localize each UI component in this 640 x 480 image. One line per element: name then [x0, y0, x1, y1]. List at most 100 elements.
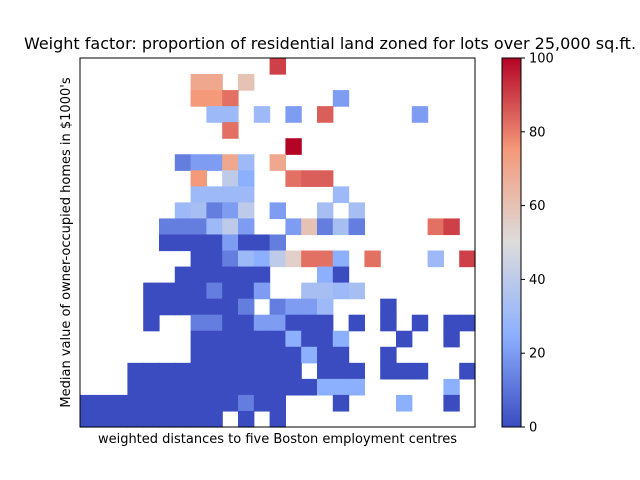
- colorbar-tick-label: 100: [529, 52, 554, 67]
- heatmap-cell: [80, 394, 97, 412]
- heatmap-cell: [285, 362, 302, 380]
- heatmap-cell: [222, 394, 239, 412]
- heatmap-cell: [80, 410, 97, 428]
- heatmap-cell: [332, 266, 350, 284]
- colorbar-tick-label: 60: [529, 199, 546, 214]
- heatmap-cell: [174, 218, 192, 236]
- heatmap-cell: [269, 362, 286, 380]
- heatmap-cell: [206, 298, 223, 316]
- heatmap-cell: [222, 266, 239, 284]
- heatmap-cell: [301, 170, 318, 187]
- heatmap-cell: [174, 378, 192, 396]
- heatmap-cell: [111, 410, 128, 428]
- heatmap-cell: [269, 58, 286, 75]
- heatmap-cell: [206, 378, 223, 396]
- heatmap-cell: [190, 250, 207, 268]
- heatmap-cell: [222, 378, 239, 396]
- heatmap-cell: [285, 218, 302, 236]
- heatmap-cell: [380, 314, 397, 332]
- heatmap-cell: [238, 282, 255, 300]
- heatmap-cell: [238, 362, 255, 380]
- heatmap-cell: [190, 186, 207, 203]
- heatmap-cell: [238, 298, 255, 316]
- heatmap-cell: [159, 282, 176, 300]
- heatmap-cell: [222, 298, 239, 316]
- heatmap-cell: [332, 378, 350, 396]
- heatmap-cell: [143, 410, 160, 428]
- heatmap-cell: [206, 90, 223, 107]
- heatmap-cell: [301, 314, 318, 332]
- heatmap-cell: [159, 410, 176, 428]
- heatmap-cell: [301, 218, 318, 236]
- heatmap-cell: [301, 250, 318, 268]
- heatmap-cell: [238, 170, 255, 187]
- heatmap-cell: [332, 250, 350, 268]
- heatmap-cell: [238, 394, 255, 412]
- heatmap-cell: [269, 378, 286, 396]
- heatmap-cell: [238, 74, 255, 91]
- heatmap-cell: [222, 90, 239, 107]
- heatmap-cell: [190, 346, 207, 364]
- heatmap-cell: [190, 266, 207, 284]
- heatmap-cell: [253, 394, 271, 412]
- heatmap-cell: [348, 314, 365, 332]
- heatmap-cell: [143, 282, 160, 300]
- heatmap-cell: [317, 314, 334, 332]
- heatmap-cell: [143, 394, 160, 412]
- heatmap-cell: [301, 346, 318, 364]
- heatmap-cell: [443, 378, 460, 396]
- heatmap-cell: [253, 266, 271, 284]
- heatmap-cell: [190, 90, 207, 107]
- heatmap-cell: [380, 346, 397, 364]
- heatmap-cell: [301, 298, 318, 316]
- heatmap-cell: [269, 234, 286, 252]
- heatmap-cell: [285, 314, 302, 332]
- heatmap-cell: [411, 362, 429, 380]
- heatmap-cell: [190, 362, 207, 380]
- heatmap-cell: [238, 266, 255, 284]
- heatmap-cells: [80, 58, 476, 428]
- heatmap-cell: [95, 394, 113, 412]
- heatmap-cell: [332, 218, 350, 236]
- heatmap-cell: [238, 250, 255, 268]
- heatmap-cell: [206, 330, 223, 348]
- heatmap-cell: [459, 362, 476, 380]
- heatmap-cell: [380, 298, 397, 316]
- heatmap-cell: [317, 362, 334, 380]
- heatmap-cell: [380, 362, 397, 380]
- heatmap-cell: [222, 250, 239, 268]
- heatmap-cell: [190, 218, 207, 236]
- heatmap-cell: [285, 138, 302, 155]
- heatmap-cell: [364, 250, 381, 268]
- heatmap-cell: [301, 378, 318, 396]
- heatmap-cell: [317, 282, 334, 300]
- heatmap-cell: [427, 250, 444, 268]
- heatmap-cell: [253, 362, 271, 380]
- heatmap-cell: [206, 266, 223, 284]
- heatmap-cell: [190, 394, 207, 412]
- heatmap-cell: [206, 282, 223, 300]
- heatmap-cell: [396, 330, 413, 348]
- heatmap-cell: [269, 154, 286, 171]
- heatmap-cell: [253, 106, 271, 123]
- heatmap-cell: [174, 362, 192, 380]
- heatmap-cell: [317, 298, 334, 316]
- heatmap-cell: [317, 250, 334, 268]
- heatmap-cell: [332, 282, 350, 300]
- heatmap-cell: [174, 266, 192, 284]
- heatmap-cell: [253, 378, 271, 396]
- heatmap-cell: [269, 250, 286, 268]
- heatmap-cell: [285, 298, 302, 316]
- heatmap-cell: [348, 218, 365, 236]
- heatmap-cell: [222, 234, 239, 252]
- heatmap-cell: [285, 330, 302, 348]
- heatmap-cell: [159, 362, 176, 380]
- x-axis-label: weighted distances to five Boston employ…: [98, 432, 457, 447]
- heatmap-cell: [459, 314, 476, 332]
- heatmap-cell: [427, 218, 444, 236]
- heatmap-cell: [285, 346, 302, 364]
- heatmap-cell: [348, 282, 365, 300]
- heatmap-cell: [222, 122, 239, 139]
- heatmap-cell: [206, 362, 223, 380]
- heatmap-cell: [317, 170, 334, 187]
